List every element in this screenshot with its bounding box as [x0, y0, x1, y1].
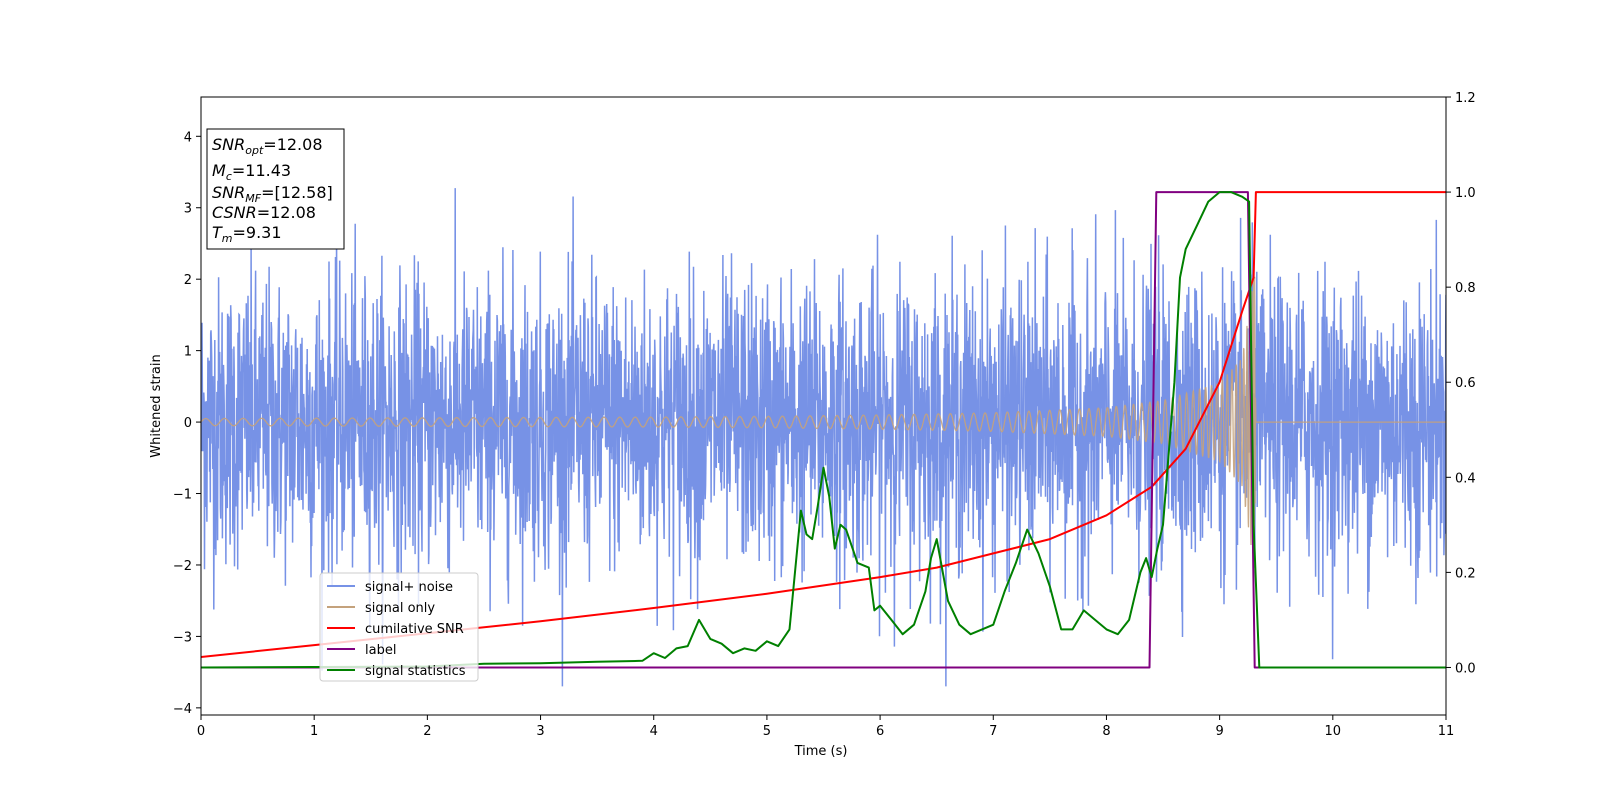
- info-line: Mc=11.43: [212, 161, 291, 183]
- y2-tick-label: 0.8: [1455, 281, 1476, 296]
- info-box-frame: [206, 128, 345, 250]
- x-tick-label: 7: [989, 724, 997, 739]
- info-line: CSNR=12.08: [212, 203, 316, 222]
- legend-label-signal-statistics: signal statistics: [365, 664, 466, 679]
- y-axis-label: Whitened strain: [149, 354, 164, 457]
- x-axis: 0 1 2 3 4 5 6 7 8 9 10 11: [197, 715, 1454, 739]
- y-tick-label: 1: [184, 345, 192, 360]
- x-axis-label: Time (s): [794, 744, 848, 759]
- x-tick-label: 6: [876, 724, 884, 739]
- info-line: SNRMF=[12.58]: [212, 183, 333, 205]
- x-tick-label: 8: [1102, 724, 1110, 739]
- x-tick-label: 5: [763, 724, 771, 739]
- y-axis-right: 0.0 0.2 0.4 0.6 0.8 1.0 1.2: [1446, 91, 1476, 676]
- plot-frame: [200, 96, 1447, 716]
- y2-tick-label: 1.0: [1455, 186, 1476, 201]
- x-tick-label: 0: [197, 724, 205, 739]
- y-tick-label: −1: [173, 488, 192, 503]
- x-tick-label: 2: [423, 724, 431, 739]
- y2-tick-label: 0.4: [1455, 471, 1476, 486]
- y-tick-label: 0: [184, 416, 192, 431]
- x-tick-label: 11: [1438, 724, 1455, 739]
- y-axis-left: −4 −3 −2 −1 0 1 2 3 4: [173, 130, 201, 717]
- y-tick-label: 3: [184, 202, 192, 217]
- series-signal-noise: [201, 188, 1446, 687]
- x-tick-label: 10: [1325, 724, 1342, 739]
- series-signal-only: [201, 276, 1446, 568]
- legend-label-cumilative-snr: cumilative SNR: [365, 622, 464, 637]
- legend: signal+ noise signal only cumilative SNR la…: [319, 572, 479, 682]
- y-tick-label: 4: [184, 130, 192, 145]
- x-tick-label: 4: [650, 724, 658, 739]
- x-tick-label: 9: [1215, 724, 1223, 739]
- y-tick-label: −4: [173, 702, 192, 717]
- y-tick-label: −3: [173, 630, 192, 645]
- y2-tick-label: 0.0: [1455, 661, 1476, 676]
- y-tick-label: 2: [184, 273, 192, 288]
- legend-label-signal-only: signal only: [365, 601, 435, 616]
- series-layer: [201, 188, 1446, 687]
- info-line: SNRopt=12.08: [212, 135, 323, 157]
- legend-frame: [319, 572, 479, 682]
- x-tick-label: 1: [310, 724, 318, 739]
- y-tick-label: −2: [173, 559, 192, 574]
- info-line: Tm=9.31: [212, 223, 282, 245]
- y2-tick-label: 0.6: [1455, 376, 1476, 391]
- y2-tick-label: 1.2: [1455, 91, 1476, 106]
- info-box: SNRopt=12.08 Mc=11.43SNRMF=[12.58]CSNR=12…: [206, 128, 345, 250]
- x-tick-label: 3: [536, 724, 544, 739]
- legend-label-signal-noise: signal+ noise: [365, 580, 453, 595]
- legend-label-label: label: [365, 643, 396, 658]
- y2-tick-label: 0.2: [1455, 566, 1476, 581]
- series-signal-statistics: [201, 191, 1446, 669]
